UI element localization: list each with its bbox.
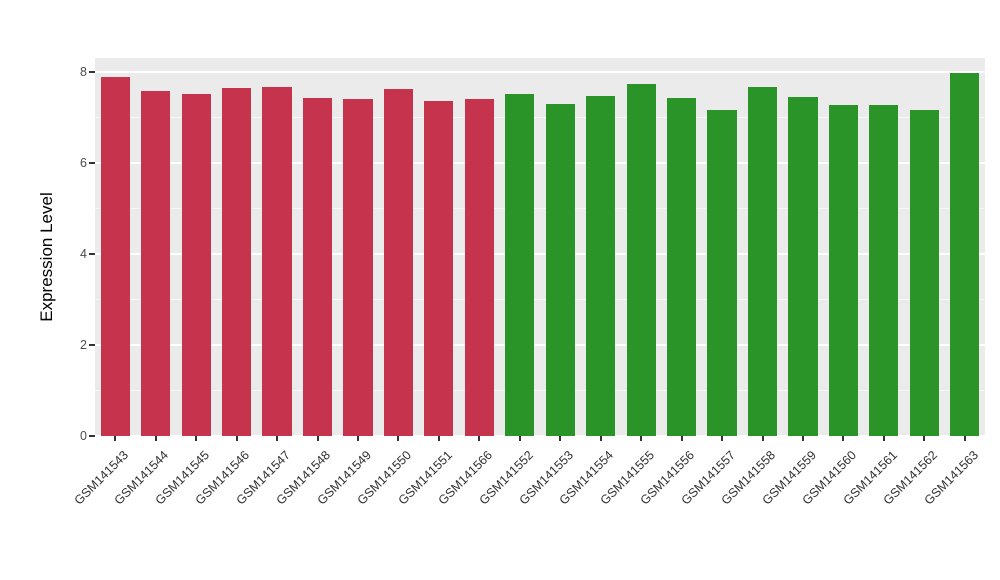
- bar: [909, 110, 939, 436]
- gridline-major: [95, 435, 985, 437]
- bar: [707, 110, 737, 436]
- x-axis-tick-mark: [276, 436, 279, 441]
- x-axis-tick-mark: [640, 436, 643, 441]
- x-axis-tick-mark: [235, 436, 238, 441]
- bar: [788, 96, 818, 436]
- y-tick-label: 6: [80, 155, 87, 170]
- x-axis-tick-mark: [721, 436, 724, 441]
- gridline-minor: [95, 116, 985, 118]
- x-axis-tick-mark: [154, 436, 157, 441]
- x-axis-tick-mark: [761, 436, 764, 441]
- x-axis-tick-mark: [923, 436, 926, 441]
- x-axis-tick-mark: [680, 436, 683, 441]
- bar: [262, 87, 292, 436]
- gridline-major: [95, 70, 985, 73]
- x-axis-tick-mark: [963, 436, 966, 441]
- gridline-major: [95, 161, 985, 164]
- y-axis-tick-labels: 0 2 4 6 8: [55, 58, 87, 443]
- x-axis-tick-mark: [316, 436, 319, 441]
- y-tick-label: 2: [80, 337, 87, 352]
- y-tick-label: 4: [80, 246, 87, 261]
- bar: [586, 95, 616, 436]
- gridline-minor: [95, 207, 985, 209]
- bar: [869, 104, 899, 436]
- y-axis-tick-mark: [89, 343, 95, 346]
- gridline-major: [95, 252, 985, 255]
- y-axis-tick-mark: [89, 70, 95, 73]
- bar: [667, 98, 697, 436]
- bar: [545, 104, 575, 436]
- x-axis-tick-mark: [478, 436, 481, 441]
- x-axis-tick-mark: [356, 436, 359, 441]
- bar: [181, 94, 211, 436]
- y-axis-tick-mark: [89, 161, 95, 164]
- bar: [383, 88, 413, 436]
- x-axis-tick-mark: [559, 436, 562, 441]
- bar: [464, 99, 494, 436]
- chart-panel: [95, 58, 985, 437]
- x-axis-tick-labels: GSM141543 GSM141544 GSM141545 GSM141546 GSM1…: [72, 444, 985, 574]
- x-axis-tick-mark: [114, 436, 117, 441]
- y-axis-tick-mark: [89, 252, 95, 255]
- bar: [626, 83, 656, 436]
- bar: [302, 98, 333, 436]
- bar: [747, 86, 778, 436]
- bar: [343, 99, 373, 436]
- bar: [424, 100, 454, 436]
- x-axis-tick-mark: [195, 436, 198, 441]
- bar: [141, 91, 171, 436]
- bar: [950, 73, 980, 436]
- x-axis-tick-mark: [882, 436, 885, 441]
- bar: [505, 93, 535, 436]
- x-axis-tick-mark: [801, 436, 804, 441]
- gridline-minor: [95, 298, 985, 300]
- x-axis-tick-mark: [599, 436, 602, 441]
- y-axis-tick-mark: [89, 435, 95, 437]
- gridline-minor: [95, 389, 985, 391]
- x-axis-tick-mark: [437, 436, 440, 441]
- x-axis-tick-mark: [518, 436, 521, 441]
- y-axis-title: Expression Level: [37, 192, 56, 322]
- gridline-major: [95, 343, 985, 346]
- x-axis-tick-mark: [397, 436, 400, 441]
- bar: [828, 104, 858, 436]
- y-tick-label: 0: [80, 429, 87, 443]
- y-tick-label: 8: [80, 64, 87, 79]
- bar: [100, 77, 130, 436]
- x-axis-tick-mark: [842, 436, 845, 441]
- bar: [222, 87, 252, 436]
